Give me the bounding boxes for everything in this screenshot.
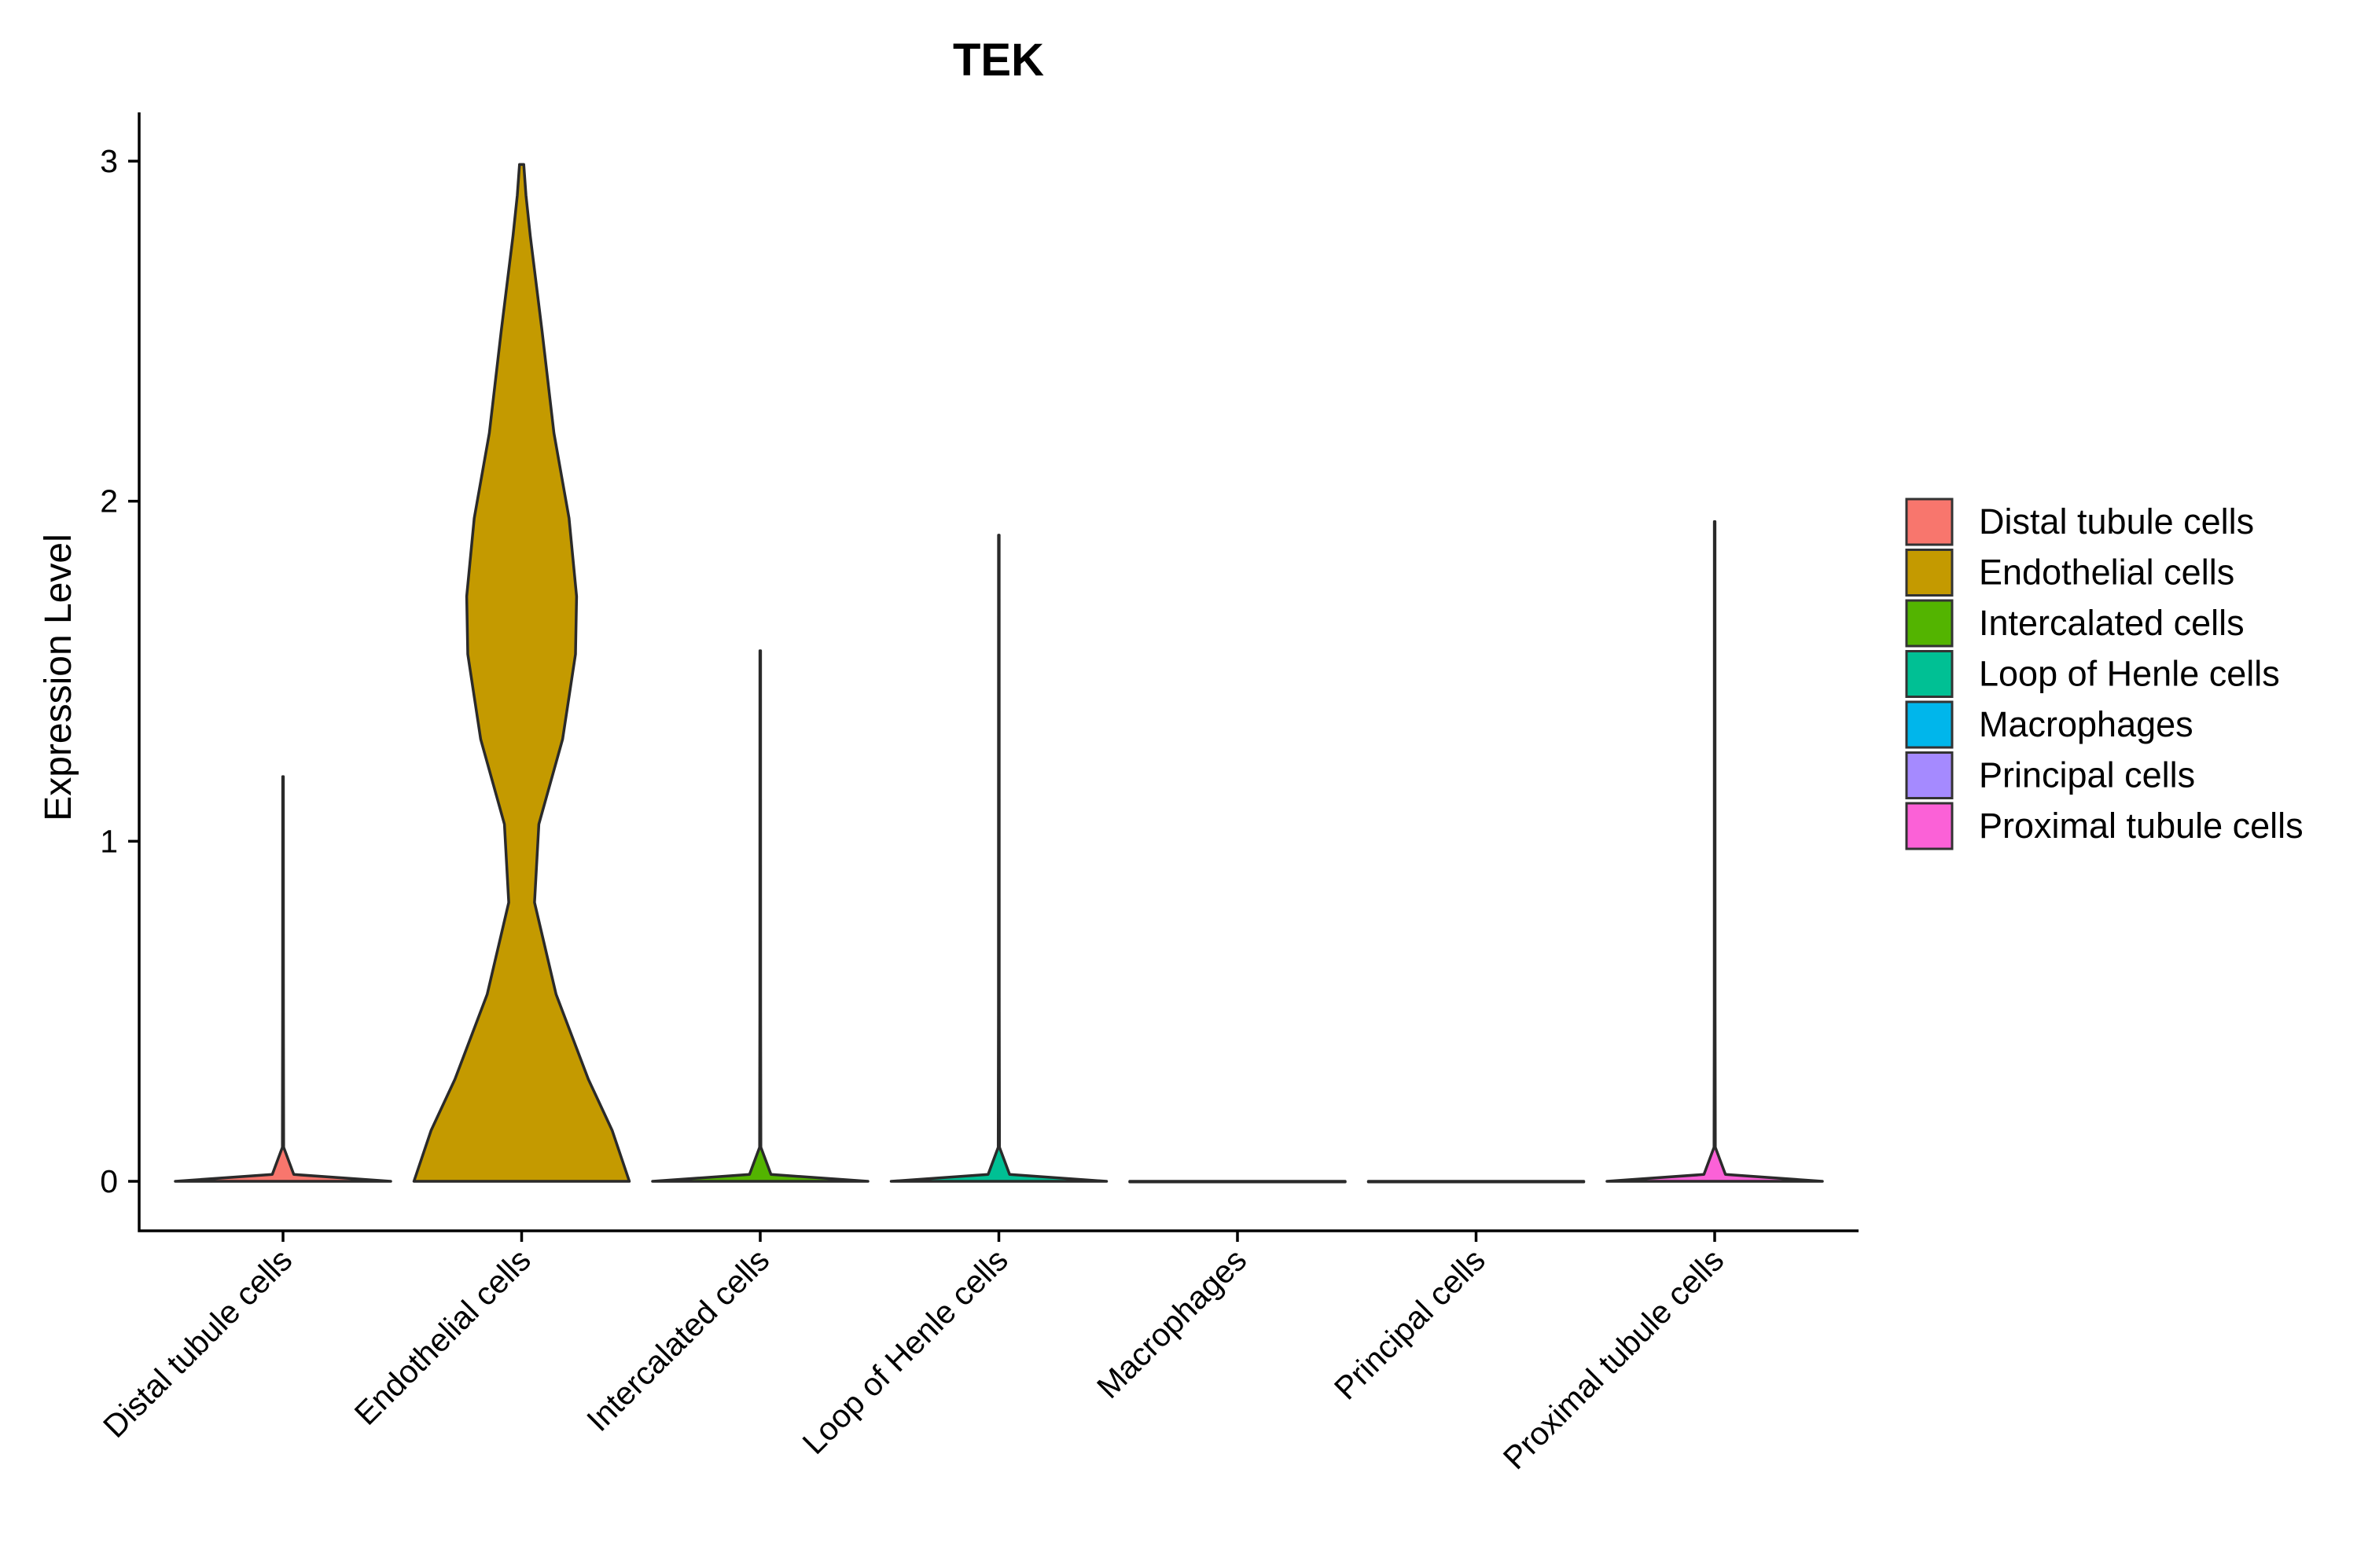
legend-key bbox=[1905, 650, 1954, 698]
x-tick-label: Intercalated cells bbox=[579, 1242, 776, 1438]
legend-key bbox=[1905, 751, 1954, 799]
legend-label: Proximal tubule cells bbox=[1979, 806, 2304, 846]
y-tick-label: 3 bbox=[100, 143, 118, 179]
legend-key bbox=[1905, 802, 1954, 850]
y-tick-label: 1 bbox=[100, 823, 118, 859]
legend-label: Distal tubule cells bbox=[1979, 501, 2254, 542]
legend-label: Endothelial cells bbox=[1979, 553, 2234, 593]
x-tick-label: Macrophages bbox=[1090, 1242, 1253, 1405]
y-axis-title: Expression Level bbox=[38, 534, 79, 821]
x-tick-label: Proximal tubule cells bbox=[1496, 1242, 1730, 1476]
violin-loop-of-henle-cells bbox=[889, 534, 1109, 1183]
legend-label: Loop of Henle cells bbox=[1979, 654, 2280, 694]
legend: Distal tubule cells Endothelial cells Inte… bbox=[1905, 498, 2304, 850]
legend-key bbox=[1905, 599, 1954, 648]
x-tick-label: Principal cells bbox=[1327, 1242, 1492, 1407]
x-axis: Distal tubule cells Endothelial cells Inte… bbox=[96, 1231, 1730, 1476]
x-tick-label: Distal tubule cells bbox=[96, 1242, 299, 1445]
legend-label: Principal cells bbox=[1979, 755, 2195, 795]
violin-group bbox=[174, 163, 1824, 1184]
y-tick-label: 0 bbox=[100, 1163, 118, 1199]
x-tick-label: Endothelial cells bbox=[347, 1242, 538, 1432]
axis-lines bbox=[138, 112, 1859, 1232]
y-tick-label: 2 bbox=[100, 483, 118, 520]
violin-macrophages bbox=[1128, 1180, 1347, 1184]
chart-title: TEK bbox=[953, 35, 1044, 86]
violin-distal-tubule-cells bbox=[174, 775, 392, 1183]
violin-proximal-tubule-cells bbox=[1605, 520, 1824, 1183]
legend-label: Macrophages bbox=[1979, 704, 2193, 744]
legend-label: Intercalated cells bbox=[1979, 603, 2245, 643]
x-tick-label: Loop of Henle cells bbox=[796, 1242, 1015, 1461]
violin-endothelial-cells bbox=[412, 163, 631, 1183]
y-axis: 0 1 2 3 bbox=[100, 112, 1859, 1232]
legend-key bbox=[1905, 700, 1954, 749]
legend-key bbox=[1905, 498, 1954, 546]
violin-intercalated-cells bbox=[651, 649, 870, 1183]
legend-key bbox=[1905, 549, 1954, 597]
violin-principal-cells bbox=[1366, 1180, 1586, 1184]
